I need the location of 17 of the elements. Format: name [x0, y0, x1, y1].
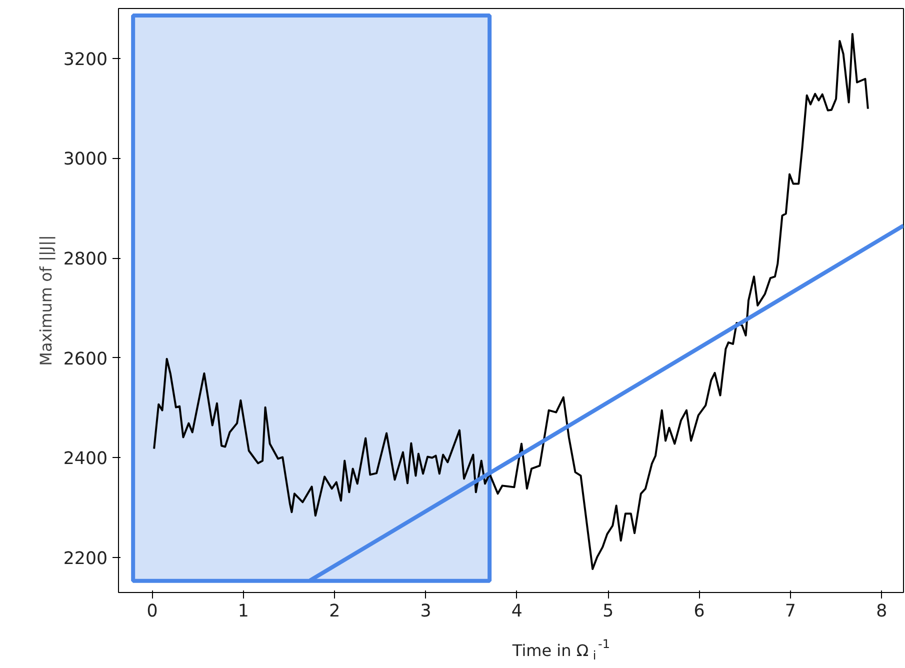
y-tick-label: 2200	[63, 549, 108, 570]
x-tick-label: 0	[146, 602, 158, 622]
x-tick-label: 6	[694, 602, 705, 622]
x-tick-label: 8	[876, 602, 888, 622]
y-tick-label: 3200	[63, 50, 108, 70]
x-tick-label: 3	[420, 602, 432, 622]
x-tick-label: 1	[238, 602, 249, 622]
x-tick-label: 4	[511, 602, 522, 622]
y-tick-label: 2400	[63, 449, 108, 470]
x-tick-label: 2	[329, 602, 340, 622]
y-axis-title: Maximum of ||J||	[36, 235, 56, 366]
x-tick-label: 5	[602, 602, 614, 622]
x-tick-label: 7	[784, 602, 796, 622]
y-tick-label: 2600	[63, 349, 108, 370]
y-tick-label: 3000	[63, 150, 108, 170]
y-tick-label: 2800	[63, 250, 108, 270]
line-series	[153, 32, 869, 570]
